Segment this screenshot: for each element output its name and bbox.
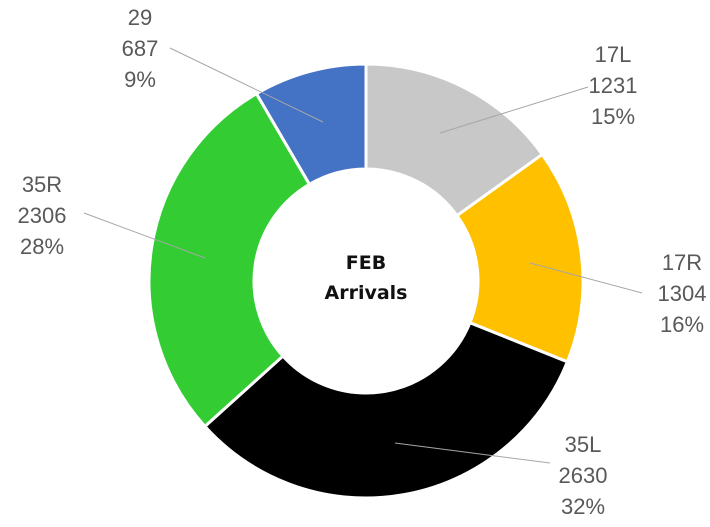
data-label-percent: 16% (660, 312, 704, 337)
leader-line (529, 262, 643, 294)
leader-line (83, 212, 206, 259)
data-label-category: 17L (595, 42, 632, 67)
data-label-category: 17R (662, 250, 702, 275)
data-label-percent: 28% (20, 234, 64, 259)
data-label-category: 35R (22, 172, 62, 197)
data-label-percent: 32% (561, 494, 605, 519)
data-label-percent: 15% (591, 104, 635, 129)
data-label-value: 1304 (658, 281, 707, 306)
leader-line (394, 442, 551, 464)
leader-line (169, 47, 324, 123)
chart-title: FEB Arrivals (324, 252, 408, 304)
data-label-category: 35L (565, 432, 602, 457)
donut-slice (147, 91, 312, 429)
donut-slice (254, 62, 368, 187)
donut-slice (202, 320, 570, 500)
data-label-category: 29 (128, 5, 152, 30)
data-label-value: 687 (122, 36, 159, 61)
data-label-percent: 9% (124, 67, 156, 92)
data-label-value: 2306 (18, 203, 67, 228)
leader-line (439, 86, 589, 134)
data-label-value: 2630 (559, 463, 608, 488)
donut-slice (454, 152, 585, 364)
data-label-value: 1231 (589, 73, 638, 98)
